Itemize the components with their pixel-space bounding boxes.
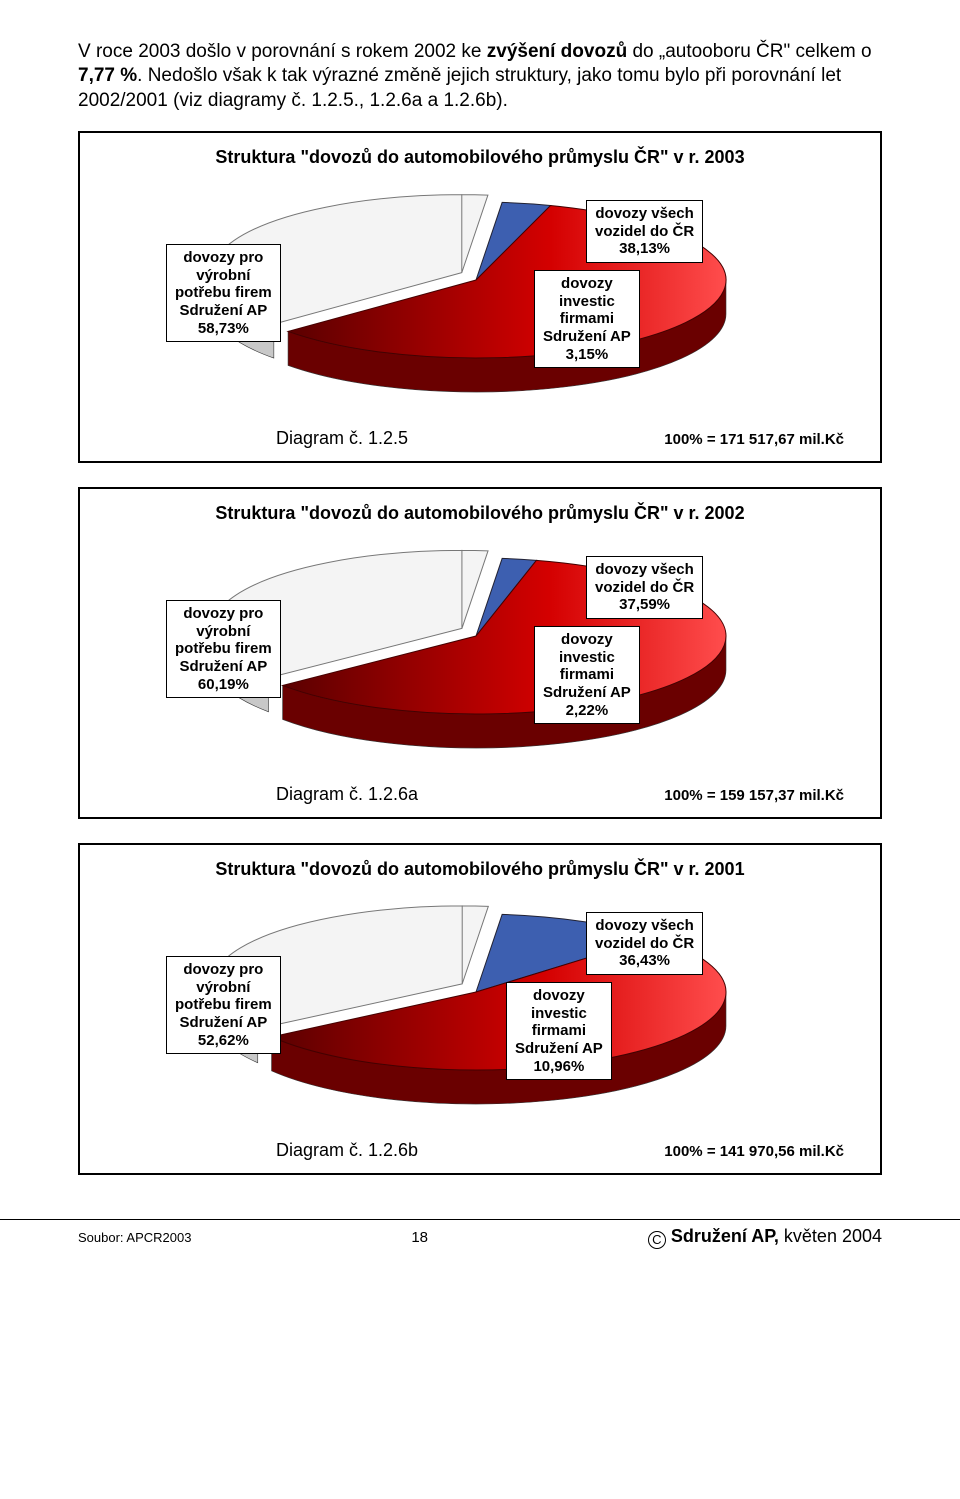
intro-rest: . Nedošlo však k tak výrazné změně jejic… [78, 65, 841, 110]
footer-date: květen 2004 [779, 1226, 882, 1246]
chart-area: dovozy provýrobnípotřebu firemSdružení A… [96, 890, 864, 1140]
label-right-mid: dovozyinvesticfirmamiSdružení AP2,22% [534, 626, 640, 724]
intro-bold1: zvýšení dovozů [487, 41, 627, 62]
label-left: dovozy provýrobnípotřebu firemSdružení A… [166, 600, 281, 698]
copyright-icon: C [648, 1231, 666, 1249]
chart-title: Struktura "dovozů do automobilového prům… [96, 147, 864, 168]
chart-box-2001: Struktura "dovozů do automobilového prům… [78, 843, 882, 1175]
label-right-top: dovozy všechvozidel do ČR36,43% [586, 912, 703, 975]
page: V roce 2003 došlo v porovnání s rokem 20… [0, 0, 960, 1219]
label-right-mid: dovozyinvesticfirmamiSdružení AP3,15% [534, 270, 640, 368]
page-footer: Soubor: APCR2003 18 C Sdružení AP, květe… [0, 1219, 960, 1261]
diagram-footer: Diagram č. 1.2.6a 100% = 159 157,37 mil.… [96, 782, 864, 809]
chart-area: dovozy provýrobnípotřebu firemSdružení A… [96, 534, 864, 784]
intro-bold2: 7,77 % [78, 65, 137, 86]
total-note: 100% = 141 970,56 mil.Kč [664, 1143, 844, 1160]
footer-assoc: Sdružení AP, [671, 1226, 779, 1246]
chart-box-2002: Struktura "dovozů do automobilového prům… [78, 487, 882, 819]
diagram-caption: Diagram č. 1.2.6a [276, 784, 418, 805]
chart-area: dovozy provýrobnípotřebu firemSdružení A… [96, 178, 864, 428]
diagram-caption: Diagram č. 1.2.5 [276, 428, 408, 449]
diagram-footer: Diagram č. 1.2.6b 100% = 141 970,56 mil.… [96, 1138, 864, 1165]
diagram-caption: Diagram č. 1.2.6b [276, 1140, 418, 1161]
intro-pre: V roce 2003 došlo v porovnání s rokem 20… [78, 41, 487, 62]
footer-page-number: 18 [411, 1229, 428, 1246]
label-right-top: dovozy všechvozidel do ČR37,59% [586, 556, 703, 619]
footer-source: Soubor: APCR2003 [78, 1230, 191, 1245]
chart-box-2003: Struktura "dovozů do automobilového prům… [78, 131, 882, 463]
diagram-footer: Diagram č. 1.2.5 100% = 171 517,67 mil.K… [96, 426, 864, 453]
footer-right: C Sdružení AP, květen 2004 [648, 1226, 882, 1249]
intro-paragraph: V roce 2003 došlo v porovnání s rokem 20… [78, 40, 882, 113]
intro-mid1: do „autooboru ČR" celkem o [627, 41, 871, 62]
label-right-top: dovozy všechvozidel do ČR38,13% [586, 200, 703, 263]
total-note: 100% = 171 517,67 mil.Kč [664, 431, 844, 448]
chart-title: Struktura "dovozů do automobilového prům… [96, 859, 864, 880]
total-note: 100% = 159 157,37 mil.Kč [664, 787, 844, 804]
label-right-mid: dovozyinvesticfirmamiSdružení AP10,96% [506, 982, 612, 1080]
label-left: dovozy provýrobnípotřebu firemSdružení A… [166, 956, 281, 1054]
label-left: dovozy provýrobnípotřebu firemSdružení A… [166, 244, 281, 342]
chart-title: Struktura "dovozů do automobilového prům… [96, 503, 864, 524]
